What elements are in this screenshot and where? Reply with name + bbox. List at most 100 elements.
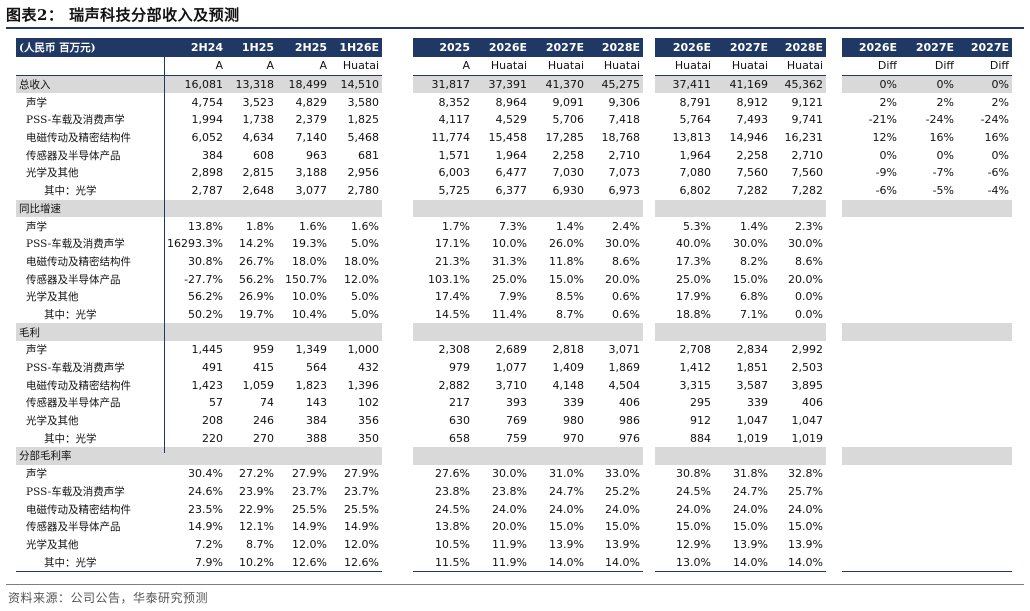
table-cell: 7,030 — [552, 166, 585, 180]
table-cell — [957, 359, 1012, 377]
table-cell: 31.0% — [549, 467, 584, 481]
table-cell: 4,829 — [295, 95, 328, 109]
table-row: 1,412 1,851 2,503 — [655, 359, 826, 377]
table-cell: 30.0% — [492, 467, 527, 481]
title-rule — [6, 27, 1024, 29]
section-row: 分部毛利率 — [16, 447, 382, 465]
table-cell: 26.7% — [239, 254, 274, 268]
table-row: 光学及其他 2,898 2,815 3,188 2,956 — [16, 164, 382, 182]
table-cell: 5.0% — [351, 290, 379, 304]
table-cell — [164, 447, 226, 465]
table-cell: 45,275 — [587, 75, 643, 94]
table-cell: 7,080 — [679, 166, 712, 180]
table-cell — [842, 376, 900, 394]
table-cell: 16293.3% — [167, 237, 223, 251]
panel-diff: 2026E 2027E 2027E Diff Diff Diff 0% 0% 0% 2% 2% 2% -… — [842, 38, 1012, 572]
table-cell — [473, 447, 530, 465]
table-cell: 31.3% — [492, 254, 527, 268]
table-cell: 33.0% — [605, 467, 640, 481]
table-cell: 11.8% — [549, 254, 584, 268]
table-row: 23.8% 23.8% 24.7% 25.2% — [413, 483, 643, 501]
row-label: 声学 — [26, 468, 47, 481]
table-cell — [957, 500, 1012, 518]
table-row: 24.5% 24.7% 25.7% — [655, 483, 826, 501]
table-cell: 9,091 — [552, 95, 585, 109]
table-cell: 217 — [449, 396, 470, 410]
table-cell: 986 — [619, 414, 640, 428]
table-cell: 1,823 — [295, 378, 328, 392]
table-row — [842, 376, 1012, 394]
table-cell: 24.0% — [549, 502, 584, 516]
row-label: 其中：光学 — [16, 553, 164, 572]
table-cell: 2,648 — [242, 184, 275, 198]
table-cell — [164, 199, 226, 218]
table-row: 声学 4,754 3,523 4,829 3,580 — [16, 93, 382, 111]
table-cell: 1,077 — [495, 361, 528, 375]
table-row: 8,791 8,912 9,121 — [655, 93, 826, 111]
table-cell: 13,318 — [226, 75, 277, 94]
table-row: 13.8% 20.0% 15.0% 15.0% — [413, 518, 643, 536]
table-cell: 630 — [449, 414, 470, 428]
table-cell — [900, 465, 957, 483]
table-cell: 2,898 — [191, 166, 224, 180]
row-label: 传感器及半导体产品 — [26, 521, 121, 534]
table-cell: 74 — [260, 396, 274, 410]
table-cell: 0.0% — [795, 290, 823, 304]
table-diff: 2026E 2027E 2027E Diff Diff Diff 0% 0% 0% 2% 2% 2% -… — [842, 38, 1012, 572]
table-cell: 2,780 — [347, 184, 380, 198]
table-cell: 17.4% — [435, 290, 470, 304]
table-cell: -7% — [932, 166, 954, 180]
table-row: 25.0% 15.0% 20.0% — [655, 270, 826, 288]
table-cell: 143 — [306, 396, 327, 410]
header-row: 2026E 2027E 2027E — [842, 38, 1012, 57]
table-cell: 24.0% — [788, 502, 823, 516]
table-row — [842, 253, 1012, 271]
table-cell: 3,523 — [242, 95, 275, 109]
table-cell: 5.3% — [683, 219, 711, 233]
table-cell: -24% — [980, 113, 1009, 127]
table-cell — [277, 323, 330, 341]
table-cell: 6,973 — [608, 184, 641, 198]
table-cell: 681 — [358, 148, 379, 162]
table-cell: 14.2% — [239, 237, 274, 251]
table-cell: 15.0% — [605, 520, 640, 534]
column-header: 2026E — [473, 38, 530, 57]
table-cell — [842, 518, 900, 536]
table-cell: 4,529 — [495, 113, 528, 127]
table-cell: 0.6% — [612, 307, 640, 321]
table-cell: 5,468 — [347, 131, 380, 145]
table-row: 17.9% 6.8% 0.0% — [655, 288, 826, 306]
table-cell: 7,282 — [791, 184, 824, 198]
table-row: 13,813 14,946 16,231 — [655, 129, 826, 147]
table-cell — [530, 199, 587, 218]
table-cell: -27.7% — [184, 272, 223, 286]
table-cell: 24.7% — [733, 484, 768, 498]
table-row: 11,774 15,458 17,285 18,768 — [413, 129, 643, 147]
table-row: 5,725 6,377 6,930 6,973 — [413, 182, 643, 200]
table-cell: 9,306 — [608, 95, 641, 109]
table-cell: 21.3% — [435, 254, 470, 268]
table-cell — [842, 199, 900, 218]
table-cell — [587, 447, 643, 465]
table-cell — [842, 270, 900, 288]
column-header: 2H24 — [164, 38, 226, 57]
table-cell: 24.5% — [435, 502, 470, 516]
table-cell: 2,787 — [191, 184, 224, 198]
row-label: 传感器及半导体产品 — [26, 273, 121, 286]
table-cell: 8.2% — [740, 254, 768, 268]
table-cell — [900, 217, 957, 235]
table-row: 2,708 2,834 2,992 — [655, 341, 826, 359]
table-cell — [842, 483, 900, 501]
row-label: PSS-车载及消费声学 — [26, 238, 125, 251]
column-header: 1H26E — [330, 38, 382, 57]
table-cell: 17.1% — [435, 237, 470, 251]
column-header: 2H25 — [277, 38, 330, 57]
table-row: PSS-车载及消费声学 1,994 1,738 2,379 1,825 — [16, 111, 382, 129]
table-cell: 2,308 — [438, 343, 471, 357]
table-cell: 14,946 — [729, 131, 769, 145]
table-row: 24.5% 24.0% 24.0% 24.0% — [413, 500, 643, 518]
table-cell — [226, 447, 277, 465]
table-cell: 9,741 — [791, 113, 824, 127]
table-cell — [900, 270, 957, 288]
table-cell — [957, 376, 1012, 394]
